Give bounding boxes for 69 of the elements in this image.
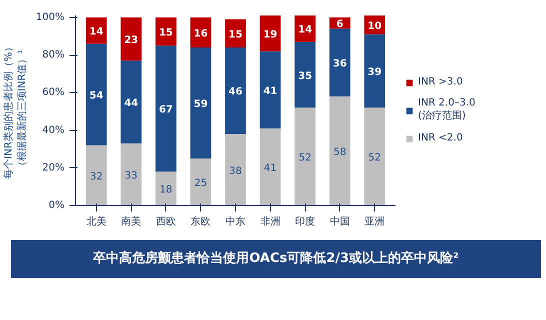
bar — [260, 16, 281, 52]
bar — [156, 172, 176, 206]
y-axis-title: 每个INR类别的患者比例（%）（根据最新的三项INR值）¹ — [2, 42, 28, 179]
y-tick-label: 100% — [36, 12, 65, 23]
data-label: 41 — [264, 162, 277, 174]
text: 卒中高危房颤患者恰当使用OACs可降低2/3或以上的卒中风险² — [11, 240, 541, 278]
data-label: 15 — [228, 29, 242, 40]
bar — [86, 44, 107, 146]
data-label: 58 — [333, 146, 346, 158]
data-label: 32 — [90, 171, 103, 182]
x-tick-label: 西欧 — [156, 216, 176, 228]
x-tick-label: 东欧 — [190, 216, 211, 228]
data-label: 67 — [158, 104, 173, 116]
legend-label: INR <2.0 — [418, 132, 463, 144]
y-tick-label: 0% — [48, 200, 65, 211]
data-label: 33 — [124, 170, 138, 182]
bar — [120, 17, 142, 61]
data-label: 14 — [298, 24, 312, 36]
data-label: 14 — [89, 26, 104, 38]
data-label: 35 — [298, 70, 312, 82]
bar — [120, 60, 142, 144]
data-label: 46 — [228, 86, 242, 98]
bar — [225, 47, 246, 134]
data-label: 25 — [194, 178, 208, 189]
bar — [86, 145, 107, 206]
data-label: 44 — [124, 98, 138, 110]
bar — [120, 143, 142, 206]
data-label: 19 — [263, 29, 278, 40]
data-label: 59 — [194, 98, 208, 110]
bar — [329, 28, 350, 96]
bar — [190, 47, 212, 158]
bar — [190, 158, 212, 206]
bar — [294, 42, 316, 108]
data-label: 18 — [160, 184, 172, 196]
y-tick-label: 20% — [42, 162, 65, 174]
y-tick-label: 40% — [42, 124, 65, 136]
bar — [225, 134, 246, 206]
bar — [260, 128, 281, 206]
data-label: 23 — [124, 35, 138, 46]
data-label: 6 — [336, 19, 344, 30]
bar — [156, 46, 176, 172]
y-tick-label: 60% — [42, 87, 65, 98]
data-label: 15 — [158, 27, 173, 38]
data-label: 10 — [368, 20, 382, 32]
data-label: 52 — [298, 152, 312, 164]
bar — [260, 51, 281, 128]
data-label: 38 — [229, 166, 242, 177]
data-label: 16 — [194, 28, 208, 40]
x-tick-label: 中国 — [330, 216, 350, 228]
x-tick-label: 亚洲 — [364, 216, 385, 228]
data-label: 41 — [263, 86, 278, 97]
data-label: 36 — [332, 58, 347, 70]
data-label: 39 — [368, 66, 382, 78]
x-tick-label: 印度 — [295, 216, 316, 228]
bar — [294, 108, 316, 206]
data-label: 52 — [368, 152, 382, 164]
legend-label: INR >3.0 — [418, 76, 463, 88]
legend-label: INR 2.0–3.0 (治疗范围) — [418, 98, 476, 122]
bar — [329, 96, 350, 206]
x-tick-label: 北美 — [86, 216, 106, 228]
bar — [364, 108, 386, 206]
x-tick-label: 南美 — [121, 216, 142, 228]
bar — [364, 34, 386, 108]
y-tick-label: 80% — [42, 50, 65, 61]
x-tick-label: 中东 — [226, 216, 246, 228]
data-label: 54 — [89, 90, 104, 102]
x-tick-label: 非洲 — [260, 216, 280, 228]
bar — [294, 16, 316, 42]
bar — [225, 19, 246, 48]
